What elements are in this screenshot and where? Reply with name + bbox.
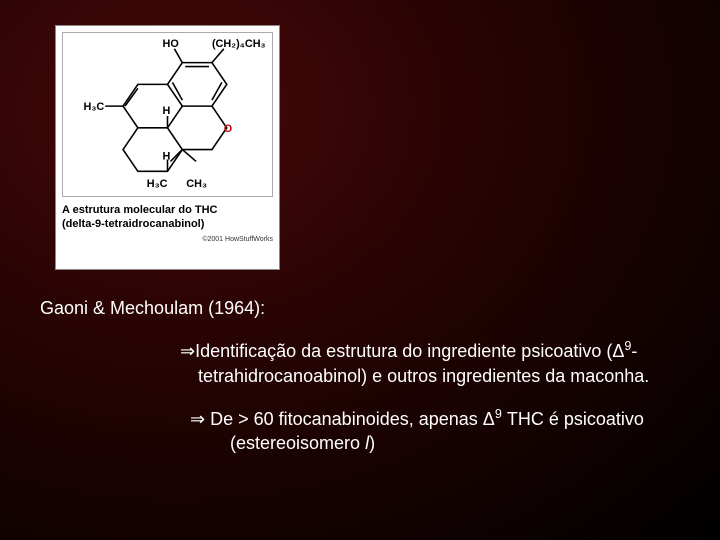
label-ho: HO — [163, 38, 179, 50]
label-o: O — [224, 123, 232, 135]
arrow-icon: ⇒ — [180, 341, 195, 361]
p1-a: Identificação da estrutura do ingredient… — [195, 341, 612, 361]
p2-c: (estereoisomero — [230, 433, 365, 453]
p2-sup: 9 — [495, 407, 502, 421]
slide-text: Gaoni & Mechoulam (1964): ⇒Identificação… — [40, 296, 680, 455]
paragraph-1: ⇒Identificação da estrutura do ingredien… — [180, 338, 680, 388]
p2-b: THC é psicoativo — [502, 409, 644, 429]
label-h-bottom: H — [163, 150, 171, 162]
label-ch3-br: CH₃ — [186, 178, 207, 190]
p2-delta: Δ — [483, 409, 495, 429]
p2-a: De > 60 fitocanabinoides, apenas — [205, 409, 483, 429]
figure-caption: A estrutura molecular do THC (delta-9-te… — [62, 197, 273, 232]
p2-d: ) — [369, 433, 375, 453]
label-h3c-bl: H₃C — [147, 178, 168, 190]
p1-delta: Δ — [612, 341, 624, 361]
chemical-structure: HO (CH₂)₄CH₃ H₃C H H O H₃C CH₃ — [62, 32, 273, 197]
figure-copyright: ©2001 HowStuffWorks — [62, 236, 273, 243]
caption-line1: A estrutura molecular do THC — [62, 203, 273, 217]
label-ch2ch3: (CH₂)₄CH₃ — [212, 38, 266, 50]
arrow-icon: ⇒ — [190, 409, 205, 429]
paragraph-2: ⇒ De > 60 fitocanabinoides, apenas Δ9 TH… — [190, 406, 680, 456]
label-h3c-left: H₃C — [84, 101, 105, 113]
caption-line2: (delta-9-tetraidrocanabinol) — [62, 217, 273, 231]
heading: Gaoni & Mechoulam (1964): — [40, 296, 680, 320]
label-h-top: H — [163, 105, 171, 117]
molecule-figure: HO (CH₂)₄CH₃ H₃C H H O H₃C CH₃ A estrutu… — [55, 25, 280, 270]
